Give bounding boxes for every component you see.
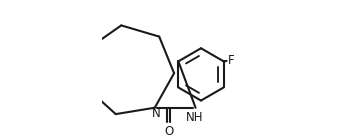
Text: N: N [152,107,160,120]
Text: NH: NH [186,111,204,124]
Text: O: O [164,125,173,138]
Text: F: F [227,54,234,67]
